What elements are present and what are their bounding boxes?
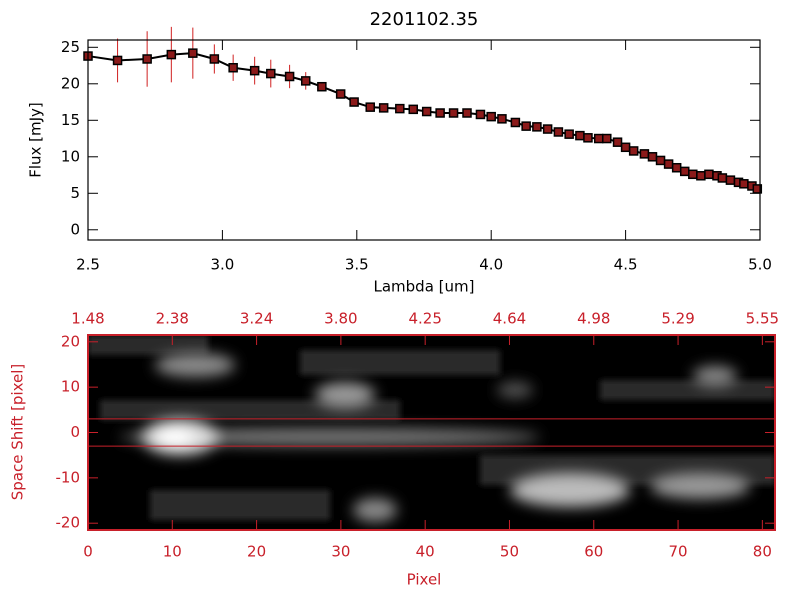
marker — [553, 127, 564, 137]
marker — [408, 104, 418, 115]
marker — [671, 162, 682, 173]
marker — [284, 71, 295, 82]
x-tick-label: 80 — [753, 543, 772, 561]
y-tick-label: 10 — [61, 378, 80, 396]
y-tick-label: 15 — [61, 111, 80, 129]
top-tick-label: 2.38 — [156, 310, 189, 328]
marker — [395, 103, 405, 114]
y-tick-label: 0 — [70, 423, 80, 441]
marker — [435, 108, 445, 118]
marker — [209, 54, 220, 64]
top-tick-label: 3.80 — [324, 310, 357, 328]
marker — [725, 175, 736, 185]
marker — [612, 137, 623, 147]
y-tick-label: -20 — [56, 514, 81, 532]
top-tick-label: 3.24 — [240, 310, 273, 328]
plot-frame — [87, 39, 761, 241]
marker — [583, 133, 593, 143]
marker — [266, 68, 276, 79]
y-tick-label: 20 — [61, 332, 80, 350]
x-axis-label: Lambda [um] — [374, 278, 475, 296]
marker — [655, 155, 666, 166]
marker — [593, 133, 604, 144]
x-tick-label: 3.0 — [210, 256, 234, 274]
marker — [475, 109, 486, 120]
y-axis-label: Space Shift [pixel] — [9, 364, 27, 501]
marker — [462, 108, 472, 118]
marker — [228, 62, 238, 73]
marker — [497, 114, 507, 124]
marker — [249, 65, 260, 76]
marker — [317, 81, 327, 92]
x-tick-label: 40 — [416, 543, 435, 561]
y-tick-label: -10 — [56, 468, 81, 486]
x-tick-label: 60 — [584, 543, 603, 561]
top-tick-label: 5.29 — [661, 310, 694, 328]
marker — [142, 54, 152, 64]
marker — [166, 49, 177, 60]
marker — [679, 166, 690, 177]
x-tick-label: 20 — [247, 543, 266, 561]
marker — [564, 129, 574, 139]
plot-frame — [87, 334, 776, 531]
y-tick-label: 10 — [61, 147, 80, 165]
y-tick-label: 25 — [61, 38, 80, 56]
image-content — [88, 335, 775, 522]
x-axis-label: Pixel — [407, 571, 442, 589]
marker — [575, 130, 585, 141]
marker — [717, 173, 728, 183]
marker — [532, 122, 542, 132]
x-tick-label: 0 — [83, 543, 93, 561]
marker — [739, 179, 749, 189]
marker — [696, 171, 706, 181]
marker — [602, 133, 612, 144]
marker — [349, 97, 359, 107]
marker — [112, 55, 123, 66]
marker — [421, 106, 432, 117]
marker — [188, 48, 198, 58]
marker — [752, 184, 763, 194]
marker — [663, 159, 674, 169]
top-tick-label: 1.48 — [71, 310, 104, 328]
marker — [542, 124, 553, 134]
x-tick-label: 30 — [331, 543, 350, 561]
marker — [300, 76, 311, 86]
marker — [486, 111, 496, 122]
y-tick-label: 5 — [70, 184, 80, 202]
y-tick-label: 0 — [70, 220, 80, 238]
x-tick-label: 50 — [500, 543, 519, 561]
marker — [378, 103, 389, 113]
x-tick-label: 3.5 — [345, 256, 369, 274]
marker — [510, 117, 521, 128]
x-tick-label: 2.5 — [76, 256, 100, 274]
marker — [335, 89, 346, 99]
top-tick-label: 4.25 — [408, 310, 441, 328]
x-tick-label: 4.5 — [614, 256, 638, 274]
line — [87, 52, 758, 190]
marker — [620, 142, 631, 153]
marker — [639, 149, 650, 159]
marker — [365, 102, 375, 112]
x-tick-label: 4.0 — [479, 256, 503, 274]
x-tick-label: 70 — [669, 543, 688, 561]
y-axis-label: Flux [mJy] — [27, 102, 45, 178]
top-tick-label: 4.64 — [493, 310, 526, 328]
top-tick-label: 5.55 — [746, 310, 779, 328]
chart-title: 2201102.35 — [370, 9, 479, 30]
marker — [521, 121, 531, 131]
x-tick-label: 5.0 — [748, 256, 772, 274]
y-tick-label: 20 — [61, 74, 80, 92]
marker — [628, 146, 639, 156]
marker — [704, 169, 714, 180]
marker — [688, 169, 698, 180]
x-tick-label: 10 — [163, 543, 182, 561]
marker — [448, 108, 459, 118]
top-tick-label: 4.98 — [577, 310, 610, 328]
marker — [647, 152, 658, 162]
